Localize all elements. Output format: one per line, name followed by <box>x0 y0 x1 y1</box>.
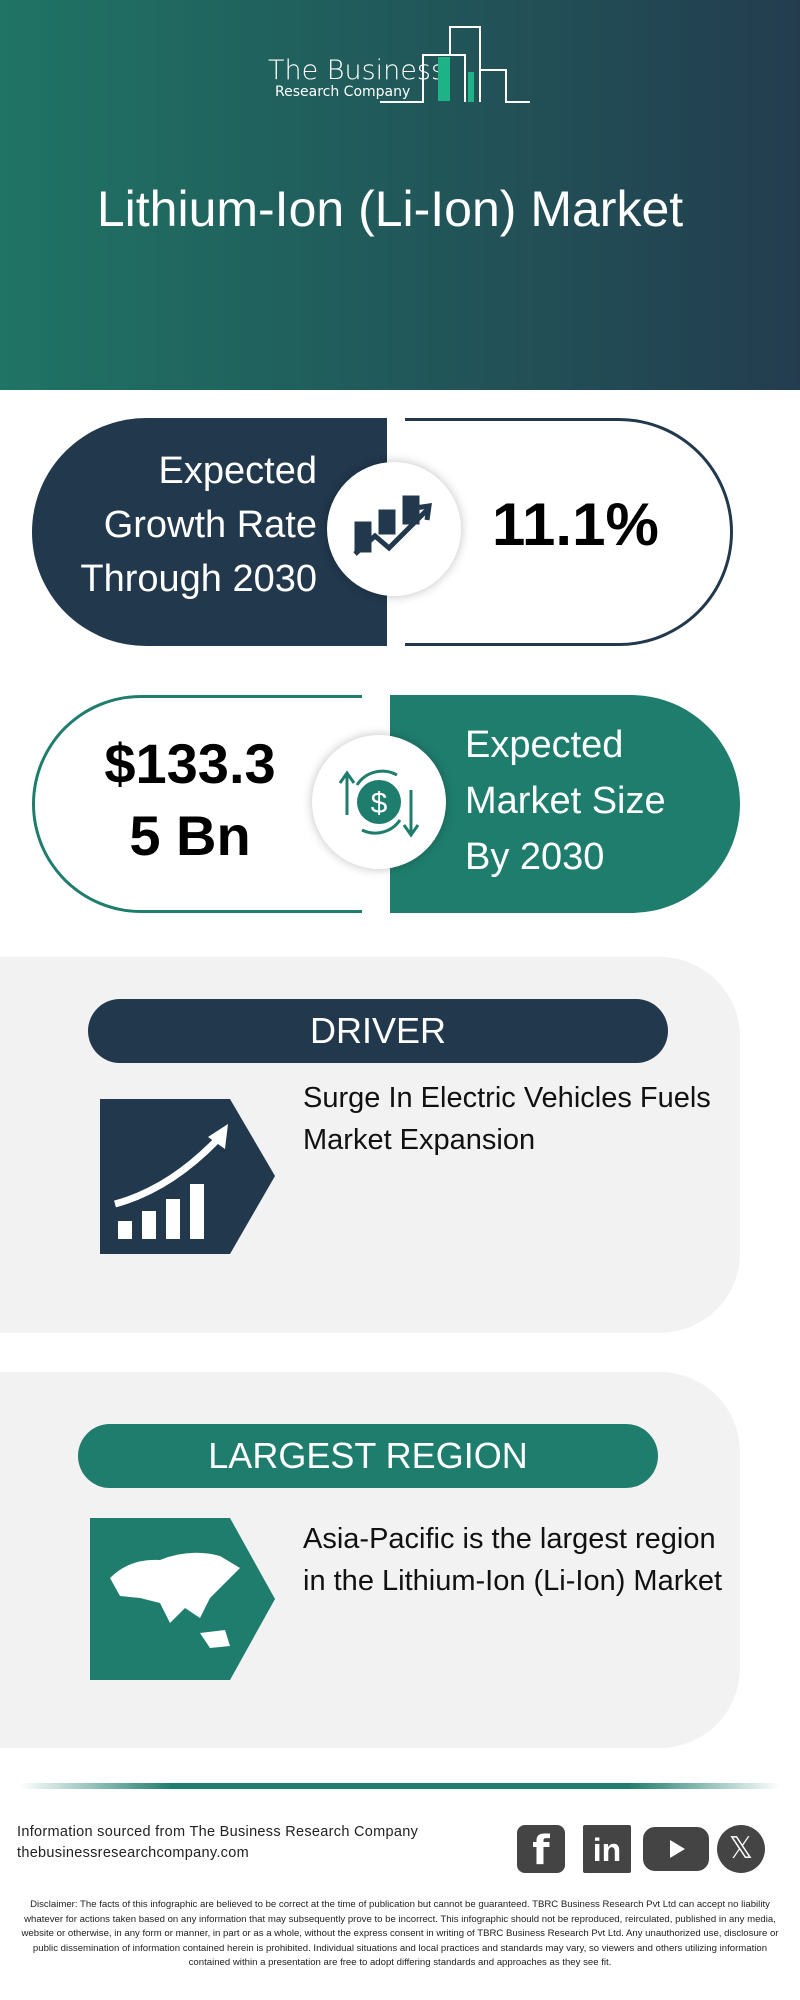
footer-divider <box>20 1783 780 1789</box>
dollar-exchange-icon: $ <box>312 735 446 869</box>
market-label-line: By 2030 <box>465 836 605 878</box>
youtube-icon[interactable] <box>643 1827 709 1871</box>
growth-rate-label-card: Expected Growth Rate Through 2030 <box>32 418 387 646</box>
disclaimer: Disclaimer: The facts of this infographi… <box>21 1899 779 1968</box>
rising-bar-chart-icon <box>100 1099 275 1254</box>
market-label-line: Expected <box>465 724 624 766</box>
growth-label-line: Growth Rate <box>103 504 317 546</box>
driver-heading: DRIVER <box>88 999 668 1063</box>
logo-line1: The Business <box>268 55 446 86</box>
header-banner: The Business Research Company Lithium-Io… <box>0 0 800 390</box>
driver-panel: DRIVER Surge In Electric Vehicles Fuels … <box>0 957 740 1333</box>
driver-text: Surge In Electric Vehicles Fuels Market … <box>303 1082 711 1156</box>
market-size-value-card <box>32 695 362 913</box>
website-link[interactable]: thebusinessresearchcompany.com <box>17 1845 249 1861</box>
region-heading: LARGEST REGION <box>78 1424 658 1488</box>
source-text: Information sourced from The Business Re… <box>17 1824 419 1840</box>
growth-chart-icon <box>327 462 461 596</box>
market-size-value: $133.3 5 Bn <box>104 732 276 867</box>
market-size-label-card: Expected Market Size By 2030 <box>390 695 740 913</box>
logo-line2: Research Company <box>275 84 411 100</box>
svg-text:$: $ <box>371 787 388 820</box>
asia-map-icon <box>90 1518 275 1680</box>
growth-label-line: Through 2030 <box>80 558 317 600</box>
growth-label-line: Expected <box>158 450 317 492</box>
region-text: Asia-Pacific is the largest region in th… <box>303 1523 723 1597</box>
market-label-line: Market Size <box>465 780 666 822</box>
growth-rate-value-card <box>405 418 733 646</box>
facebook-icon[interactable]: f <box>517 1825 565 1874</box>
page-title: Lithium-Ion (Li-Ion) Market <box>96 181 684 237</box>
growth-rate-value: 11.1% <box>492 491 659 558</box>
x-icon[interactable]: 𝕏 <box>717 1825 765 1873</box>
linkedin-icon[interactable]: in <box>583 1825 631 1873</box>
source-info: Information sourced from The Business Re… <box>17 1822 418 1864</box>
largest-region-panel: LARGEST REGION Asia-Pacific is the large… <box>0 1372 740 1748</box>
buildings-logo-icon <box>380 26 530 103</box>
company-logo: The Business Research Company <box>265 25 535 105</box>
